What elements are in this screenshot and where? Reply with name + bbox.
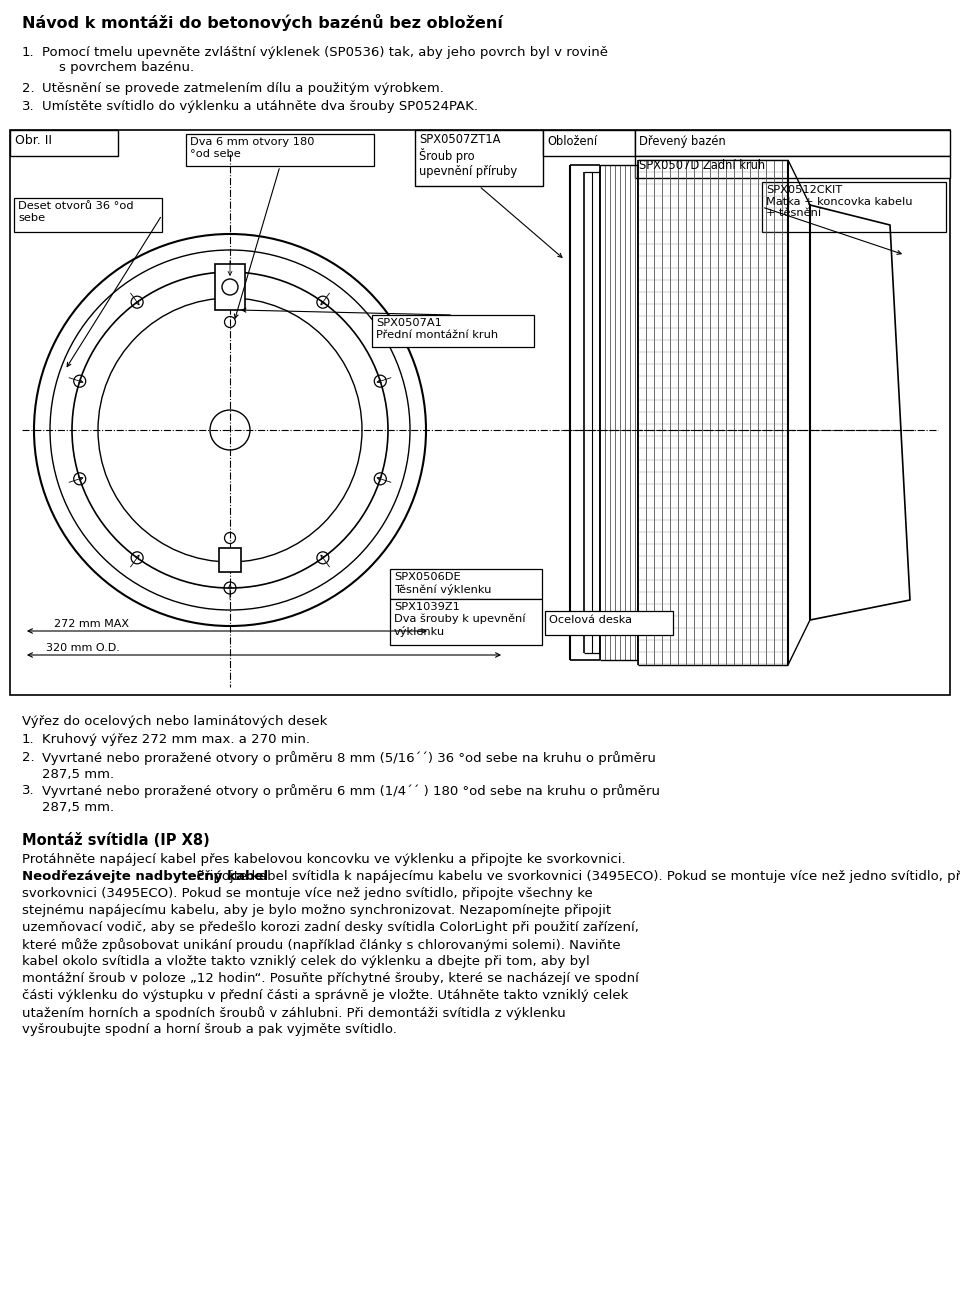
Text: uzemňovací vodič, aby se předešlo korozi zadní desky svítidla ColorLight při pou: uzemňovací vodič, aby se předešlo korozi… — [22, 921, 638, 934]
Bar — [762, 183, 946, 232]
Text: Vyvrtané nebo proražené otvory o průměru 6 mm (1/4´´ ) 180 °od sebe na kruhu o p: Vyvrtané nebo proražené otvory o průměru… — [42, 783, 660, 798]
Bar — [186, 133, 374, 166]
Text: Vyvrtané nebo proražené otvory o průměru 8 mm (5/16´´) 36 °od sebe na kruhu o pr: Vyvrtané nebo proražené otvory o průměru… — [42, 751, 656, 765]
Text: SPX0507A1
Přední montážní kruh: SPX0507A1 Přední montážní kruh — [376, 319, 498, 339]
Text: Výřez do ocelových nebo laminátových desek: Výřez do ocelových nebo laminátových des… — [22, 715, 327, 728]
Text: 1.: 1. — [22, 733, 35, 746]
Text: Protáhněte napájecí kabel přes kabelovou koncovku ve výklenku a připojte ke svor: Protáhněte napájecí kabel přes kabelovou… — [22, 853, 626, 866]
Bar — [219, 548, 241, 572]
Bar — [545, 611, 673, 635]
Text: Dřevený bazén: Dřevený bazén — [639, 135, 726, 148]
Text: svorkovnici (3495ECO). Pokud se montuje více než jedno svítidlo, připojte všechn: svorkovnici (3495ECO). Pokud se montuje … — [22, 887, 592, 900]
Text: 287,5 mm.: 287,5 mm. — [42, 768, 114, 781]
Text: Neodřezávejte nadbytečný kabel: Neodřezávejte nadbytečný kabel — [22, 870, 268, 883]
Bar — [415, 130, 543, 186]
Bar — [543, 130, 635, 155]
Text: SPX0506DE
Těsnění výklenku: SPX0506DE Těsnění výklenku — [394, 572, 492, 594]
Bar — [390, 600, 542, 645]
Text: kabel okolo svítidla a vložte takto vzniklý celek do výklenku a dbejte při tom, : kabel okolo svítidla a vložte takto vzni… — [22, 954, 589, 967]
Text: Umístěte svítidlo do výklenku a utáhněte dva šrouby SP0524PAK.: Umístěte svítidlo do výklenku a utáhněte… — [42, 100, 478, 113]
Text: části výklenku do výstupku v přední části a správně je vložte. Utáhněte takto vz: části výklenku do výstupku v přední část… — [22, 989, 629, 1002]
Text: vyšroubujte spodní a horní šroub a pak vyjměte svítidlo.: vyšroubujte spodní a horní šroub a pak v… — [22, 1023, 396, 1036]
Bar — [10, 130, 950, 695]
Text: 3.: 3. — [22, 783, 35, 796]
Bar — [14, 198, 162, 232]
Text: 1.: 1. — [22, 47, 35, 60]
Text: 2.: 2. — [22, 82, 35, 95]
Text: Deset otvorů 36 °od
sebe: Deset otvorů 36 °od sebe — [18, 201, 133, 223]
Bar — [215, 264, 245, 310]
Text: . Připojte kabel svítidla k napájecímu kabelu ve svorkovnici (3495ECO). Pokud se: . Připojte kabel svítidla k napájecímu k… — [187, 870, 960, 883]
Text: Montáž svítidla (IP X8): Montáž svítidla (IP X8) — [22, 833, 209, 848]
Text: 320 mm O.D.: 320 mm O.D. — [46, 644, 120, 653]
Text: Obr. II: Obr. II — [15, 133, 52, 148]
Text: Ocelová deska: Ocelová deska — [549, 615, 632, 625]
Text: SPX0512CKIT
Matka + koncovka kabelu
+ těsnění: SPX0512CKIT Matka + koncovka kabelu + tě… — [766, 185, 913, 218]
Text: 2.: 2. — [22, 751, 35, 764]
Text: 287,5 mm.: 287,5 mm. — [42, 802, 114, 815]
Text: SPX0507ZT1A
Šroub pro
upevnění příruby: SPX0507ZT1A Šroub pro upevnění příruby — [419, 133, 517, 179]
Text: 272 mm MAX: 272 mm MAX — [54, 619, 129, 629]
Text: které může způsobovat unikání proudu (například články s chlorovanými solemi). N: které může způsobovat unikání proudu (na… — [22, 938, 620, 952]
Text: Obložení: Obložení — [547, 135, 597, 148]
Bar — [635, 130, 950, 155]
Text: stejnému napájecímu kabelu, aby je bylo možno synchronizovat. Nezapomínejte přip: stejnému napájecímu kabelu, aby je bylo … — [22, 904, 612, 917]
Text: 3.: 3. — [22, 100, 35, 113]
Text: SPX0507D Zadní kruh: SPX0507D Zadní kruh — [639, 159, 765, 172]
Text: montážní šroub v poloze „12 hodin“. Posuňte příchytné šrouby, které se nacházejí: montážní šroub v poloze „12 hodin“. Posu… — [22, 973, 638, 985]
Text: utažením horních a spodních šroubů v záhlubni. Při demontáži svítidla z výklenku: utažením horních a spodních šroubů v záh… — [22, 1006, 565, 1020]
Bar — [635, 155, 950, 177]
Text: SPX1039Z1
Dva šrouby k upevnění
výklenku: SPX1039Z1 Dva šrouby k upevnění výklenku — [394, 602, 525, 637]
Text: Kruhový výřez 272 mm max. a 270 min.: Kruhový výřez 272 mm max. a 270 min. — [42, 733, 310, 746]
Polygon shape — [810, 205, 910, 620]
Text: Dva 6 mm otvory 180
°od sebe: Dva 6 mm otvory 180 °od sebe — [190, 137, 315, 158]
Bar — [10, 130, 118, 155]
Bar — [390, 569, 542, 600]
Text: Pomocí tmelu upevněte zvláštní výklenek (SP0536) tak, aby jeho povrch byl v rovi: Pomocí tmelu upevněte zvláštní výklenek … — [42, 47, 608, 74]
Bar — [372, 315, 534, 347]
Text: Utěsnění se provede zatmelením dílu a použitým výrobkem.: Utěsnění se provede zatmelením dílu a po… — [42, 82, 444, 95]
Text: Návod k montáži do betonových bazénů bez obložení: Návod k montáži do betonových bazénů bez… — [22, 14, 503, 31]
